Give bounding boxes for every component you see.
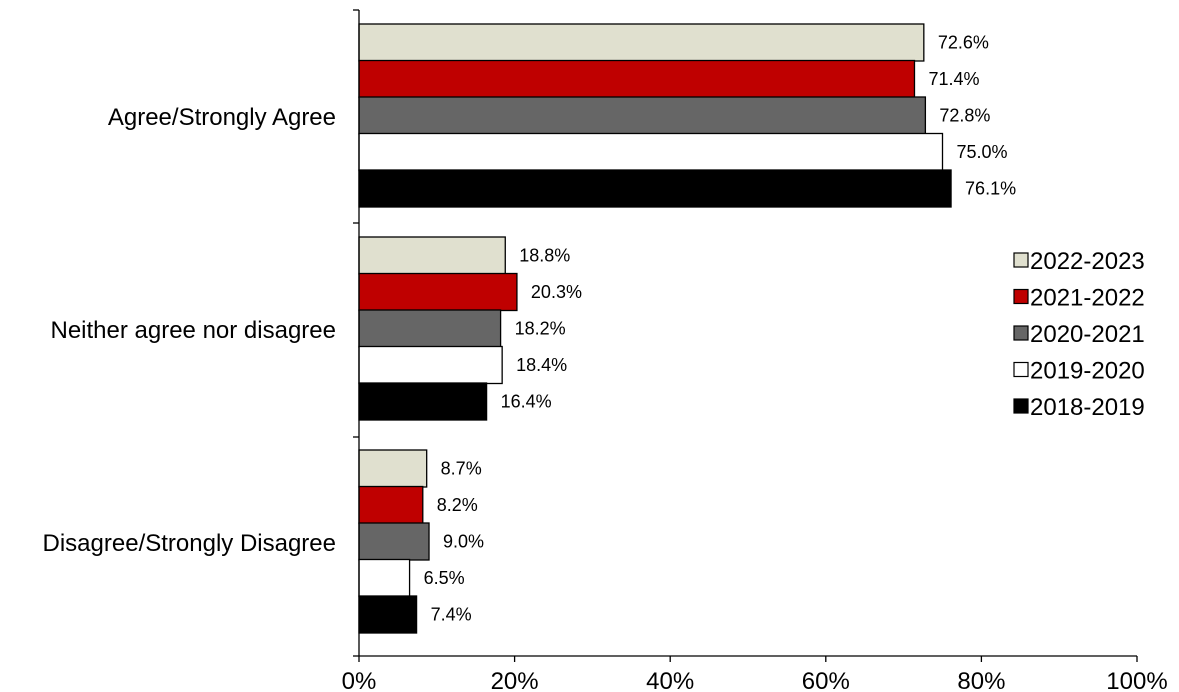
data-label-neither-agree-nor-disagree-2022-2023: 18.8%	[519, 246, 570, 266]
bar-disagree-strongly-disagree-2021-2022	[358, 485, 424, 525]
bar-agree-strongly-agree-2022-2023	[358, 23, 925, 62]
legend-swatch-2019-2020	[1013, 361, 1029, 378]
bar-neither-agree-nor-disagree-2018-2019	[358, 382, 488, 421]
legend-swatch-2020-2021	[1013, 325, 1029, 341]
bar-agree-strongly-agree-2019-2020	[358, 132, 944, 172]
data-label-neither-agree-nor-disagree-2018-2019: 16.4%	[501, 392, 552, 412]
data-label-neither-agree-nor-disagree-2021-2022: 20.3%	[531, 282, 582, 302]
data-label-agree-strongly-agree-2019-2020: 75.0%	[957, 142, 1008, 162]
data-label-agree-strongly-agree-2021-2022: 71.4%	[928, 69, 979, 89]
category-label-agree-strongly-agree: Agree/Strongly Agree	[108, 104, 336, 131]
bar-neither-agree-nor-disagree-2021-2022	[358, 272, 518, 312]
bar-neither-agree-nor-disagree-2022-2023	[358, 236, 506, 275]
x-tick-label-4: 80%	[957, 668, 1005, 692]
legend-label-2020-2021: 2020-2021	[1030, 321, 1145, 348]
legend-label-2019-2020: 2019-2020	[1030, 358, 1145, 385]
data-label-disagree-strongly-disagree-2020-2021: 9.0%	[443, 532, 484, 552]
category-label-disagree-strongly-disagree: Disagree/Strongly Disagree	[43, 530, 336, 557]
data-label-neither-agree-nor-disagree-2020-2021: 18.2%	[515, 319, 566, 339]
legend-label-2021-2022: 2021-2022	[1030, 285, 1145, 312]
x-tick-label-2: 40%	[646, 668, 694, 692]
legend-label-2018-2019: 2018-2019	[1030, 394, 1145, 421]
data-label-agree-strongly-agree-2018-2019: 76.1%	[965, 179, 1016, 199]
bar-neither-agree-nor-disagree-2019-2020	[358, 345, 503, 385]
data-label-agree-strongly-agree-2020-2021: 72.8%	[939, 106, 990, 126]
legend-label-2022-2023: 2022-2023	[1030, 248, 1145, 275]
bar-disagree-strongly-disagree-2019-2020	[358, 558, 411, 598]
bar-neither-agree-nor-disagree-2020-2021	[358, 309, 502, 348]
legend-swatch-2021-2022	[1013, 288, 1029, 305]
data-label-neither-agree-nor-disagree-2019-2020: 18.4%	[516, 355, 567, 375]
data-label-agree-strongly-agree-2022-2023: 72.6%	[938, 33, 989, 53]
bar-agree-strongly-agree-2021-2022	[358, 59, 916, 99]
category-label-neither-agree-nor-disagree: Neither agree nor disagree	[50, 317, 336, 344]
bar-disagree-strongly-disagree-2020-2021	[358, 522, 430, 561]
data-label-disagree-strongly-disagree-2021-2022: 8.2%	[437, 495, 478, 515]
data-label-disagree-strongly-disagree-2018-2019: 7.4%	[431, 605, 472, 625]
x-tick-label-0: 0%	[342, 668, 377, 692]
bar-agree-strongly-agree-2018-2019	[358, 169, 952, 208]
x-tick-label-1: 20%	[491, 668, 539, 692]
x-tick-label-3: 60%	[802, 668, 850, 692]
bar-agree-strongly-agree-2020-2021	[358, 96, 927, 135]
legend-swatch-2018-2019	[1013, 398, 1029, 414]
bar-disagree-strongly-disagree-2022-2023	[358, 449, 428, 488]
x-tick-label-5: 100%	[1106, 668, 1167, 692]
legend-swatch-2022-2023	[1013, 252, 1029, 268]
data-label-disagree-strongly-disagree-2019-2020: 6.5%	[424, 568, 465, 588]
bar-disagree-strongly-disagree-2018-2019	[358, 595, 418, 634]
data-label-disagree-strongly-disagree-2022-2023: 8.7%	[441, 459, 482, 479]
